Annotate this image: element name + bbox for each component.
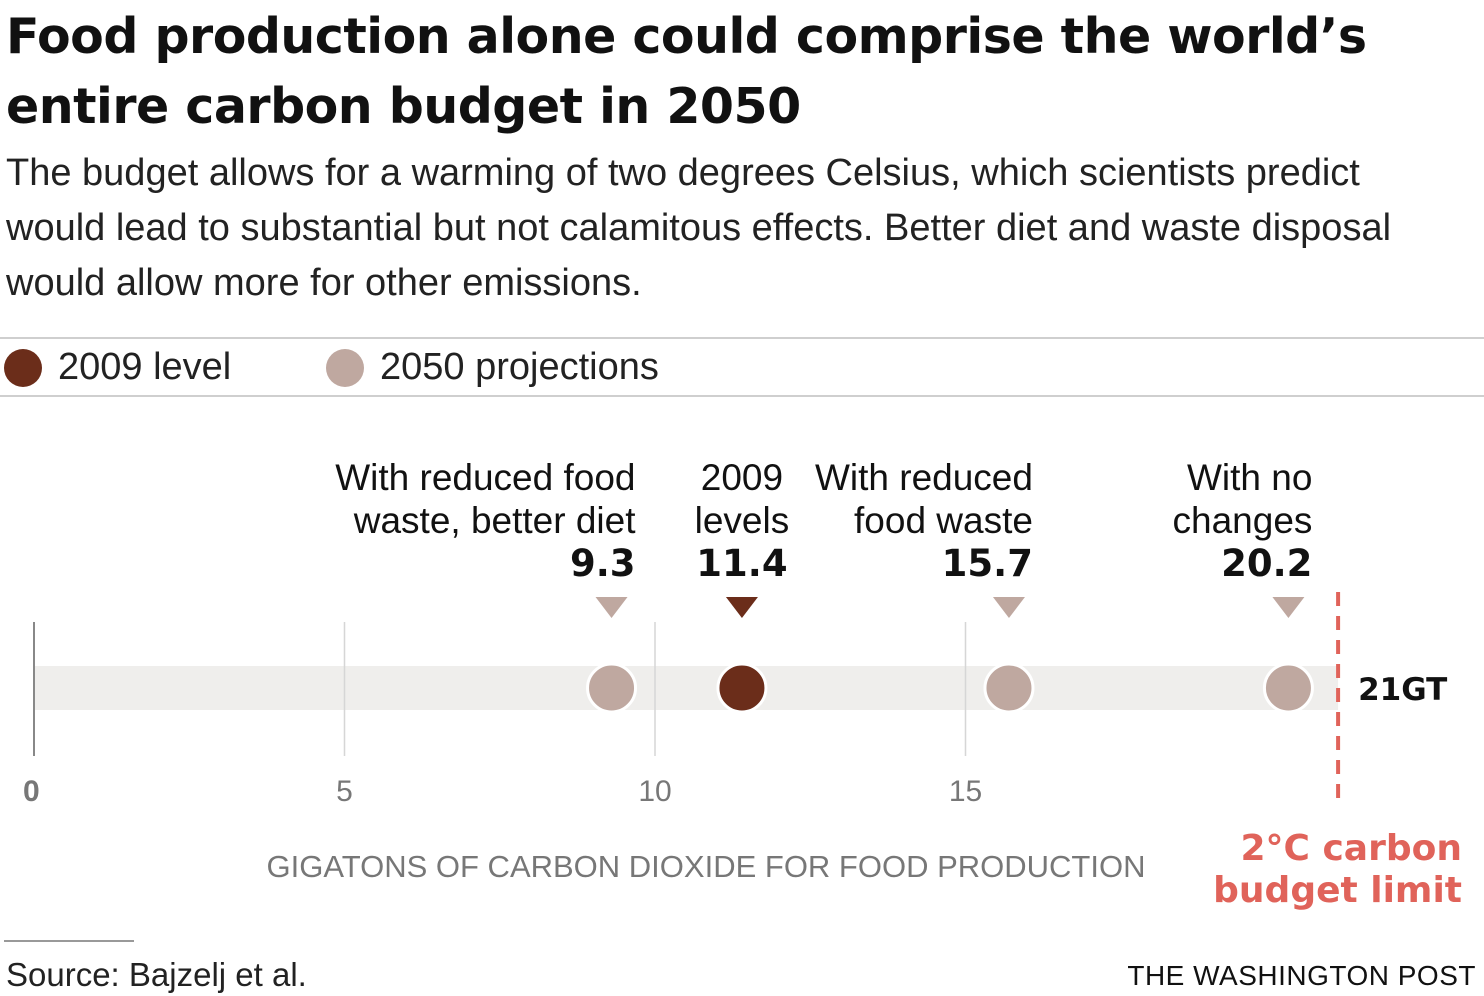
point-label: changes (1173, 500, 1313, 541)
legend-label-2009: 2009 level (58, 346, 232, 388)
point-label: With reduced food (335, 457, 635, 498)
x-axis-tick-label: 0 (23, 775, 40, 808)
x-axis-tick-label: 15 (949, 775, 982, 808)
budget-limit-caption: budget limit (1213, 870, 1462, 911)
source-note: Source: Bajzelj et al. (6, 956, 307, 993)
point-label: 2009 (701, 457, 783, 498)
point-value-label: 9.3 (570, 542, 636, 585)
point-marker-arrow-icon (595, 597, 628, 618)
x-axis-tick-label: 5 (336, 775, 353, 808)
legend-dot-2009-icon (4, 348, 42, 387)
budget-limit-caption: 2°C carbon (1240, 828, 1462, 869)
legend-bottom-divider (0, 395, 1484, 397)
point-marker-arrow-icon (725, 597, 758, 618)
point-label: With no (1187, 457, 1312, 498)
data-point (586, 662, 638, 714)
chart-subtitle: The budget allows for a warming of two d… (6, 152, 1392, 304)
legend: 2009 level 2050 projections (0, 340, 1484, 396)
point-label: food waste (854, 500, 1033, 541)
point-marker-arrow-icon (992, 597, 1025, 618)
chart-title: Food production alone could comprise the… (6, 8, 1367, 135)
legend-item-2050: 2050 projections (326, 346, 659, 389)
point-marker-arrow-icon (1272, 597, 1305, 618)
point-label: With reduced (815, 457, 1033, 498)
legend-top-divider (0, 337, 1484, 339)
data-point (716, 662, 768, 714)
legend-dot-2050-icon (326, 348, 364, 387)
publisher-credit: THE WASHINGTON POST (1127, 960, 1476, 991)
point-value-label: 15.7 (942, 542, 1033, 585)
legend-label-2050: 2050 projections (380, 346, 659, 388)
point-value-label: 11.4 (696, 542, 787, 585)
point-label: waste, better diet (353, 500, 636, 541)
x-axis-label: GIGATONS OF CARBON DIOXIDE FOR FOOD PROD… (267, 849, 1146, 884)
point-value-label: 20.2 (1221, 542, 1312, 585)
legend-item-2009: 2009 level (4, 346, 231, 389)
chart-track-band (34, 666, 1339, 710)
x-axis-tick-label: 10 (638, 775, 671, 808)
source-divider (4, 940, 134, 942)
data-point (1262, 662, 1314, 714)
budget-limit-value-label: 21GT (1358, 672, 1447, 708)
point-label: levels (695, 500, 790, 541)
data-point (983, 662, 1035, 714)
